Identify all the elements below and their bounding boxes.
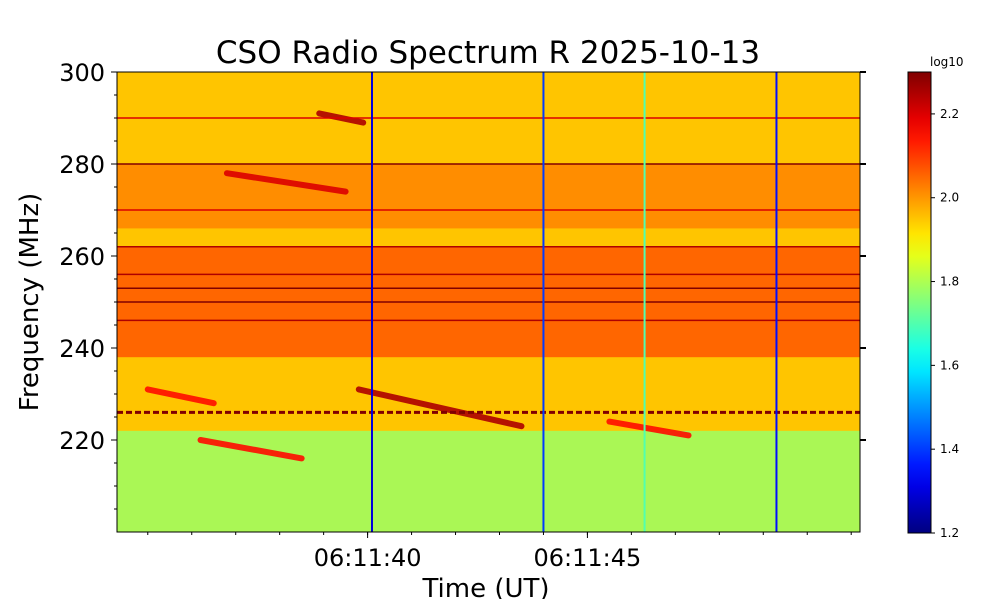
y-tick-label: 220	[59, 427, 105, 455]
drifting-burst	[606, 418, 692, 439]
spectrogram-plot	[117, 72, 860, 532]
drifting-burst	[144, 386, 217, 407]
colorbar-tick-label: 1.4	[940, 442, 959, 456]
colorbar-tick-label: 2.0	[940, 191, 959, 205]
vertical-spikes	[370, 72, 778, 532]
x-axis-label: Time (UT)	[421, 574, 549, 599]
drifting-burst	[197, 437, 305, 462]
colorbar-ticks: 1.2 1.4 1.6 1.8 2.0 2.2	[931, 107, 959, 540]
colorbar-tick-label: 1.2	[940, 526, 959, 540]
horizontal-interference-lines	[117, 117, 860, 414]
y-axis-label: Frequency (MHz)	[15, 193, 45, 412]
x-tick-label: 06:11:45	[534, 544, 642, 572]
x-tick-label: 06:11:40	[314, 544, 422, 572]
colorbar-tick-label: 1.6	[940, 358, 959, 372]
y-tick-label: 240	[59, 335, 105, 363]
y-axis: 220 240 260 280 300	[59, 59, 866, 510]
x-axis: 06:11:40 06:11:45	[147, 532, 852, 572]
y-tick-label: 280	[59, 151, 105, 179]
drifting-burst	[355, 386, 525, 430]
drifting-burst	[223, 170, 349, 195]
colorbar-tick-label: 2.2	[940, 107, 959, 121]
y-tick-label: 260	[59, 243, 105, 271]
colorbar-tick-label: 1.8	[940, 275, 959, 289]
colorbar-label: log10	[930, 55, 964, 69]
y-tick-label: 300	[59, 59, 105, 87]
chart-title: CSO Radio Spectrum R 2025-10-13	[216, 35, 760, 71]
colorbar	[907, 71, 932, 534]
continuum-bands	[117, 164, 860, 532]
